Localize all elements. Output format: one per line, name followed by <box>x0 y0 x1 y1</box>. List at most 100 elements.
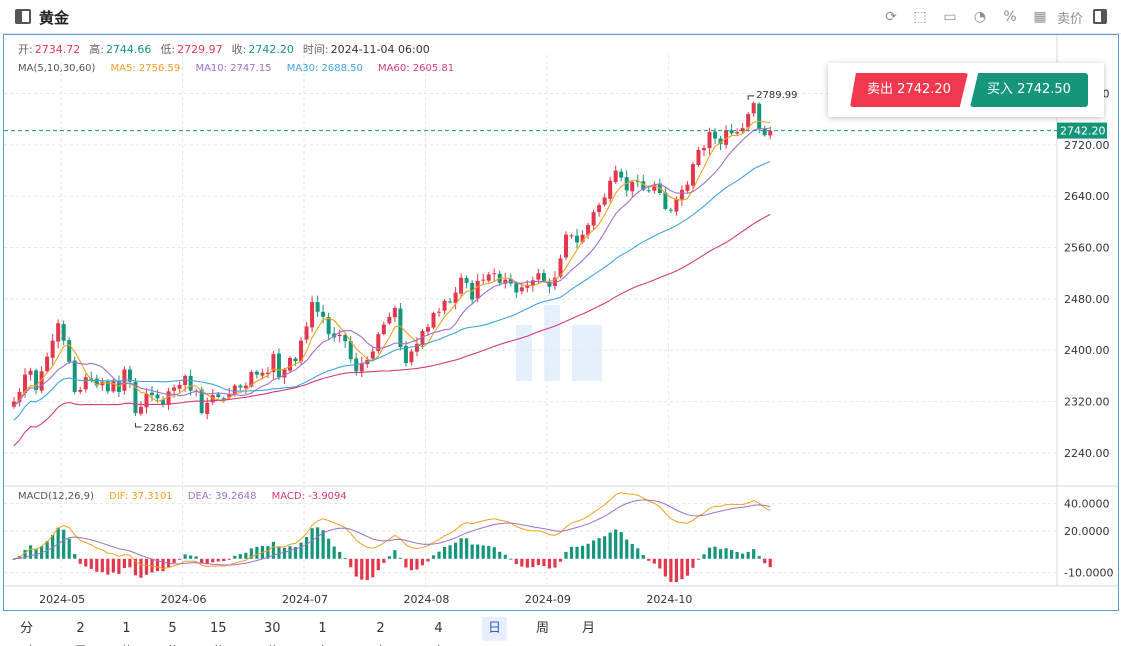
sell-price-toggle[interactable]: 卖价 <box>1057 12 1084 27</box>
macd-bar <box>509 558 513 560</box>
macd-bar <box>266 546 270 559</box>
candle-body <box>762 128 767 136</box>
period-1min[interactable]: 1分 <box>120 621 133 646</box>
macd-bar <box>338 551 342 559</box>
period-2h[interactable]: 2小时 <box>374 621 387 646</box>
period-fenshi[interactable]: 分时 <box>20 621 34 646</box>
percent-icon[interactable]: % <box>1003 9 1017 25</box>
macd-bar <box>492 547 496 559</box>
macd-bar <box>454 542 458 559</box>
low-marker-arrow <box>134 422 142 428</box>
macd-bar <box>111 558 115 573</box>
macd-bar <box>680 558 684 580</box>
candle-body <box>663 192 668 210</box>
low-label: 低: <box>160 43 176 56</box>
macd-bar <box>713 546 717 559</box>
period-monthly[interactable]: 月K <box>582 621 596 646</box>
macd-bar <box>139 558 143 578</box>
candle-body <box>668 209 673 211</box>
candle-body <box>28 370 33 375</box>
candle-body <box>707 132 712 149</box>
candle-body <box>652 184 657 191</box>
chart-frame[interactable]: 2800.002720.002640.002560.002480.002400.… <box>3 34 1119 611</box>
ma5-line <box>13 120 771 407</box>
close-label: 收: <box>231 43 247 56</box>
macd-bar <box>299 542 303 559</box>
macd-bar <box>558 558 563 562</box>
y-tick-label: 2640.00 <box>1064 190 1110 203</box>
candle-body <box>641 181 646 190</box>
low-marker-label: 2286.62 <box>143 423 184 434</box>
candle-body <box>221 398 226 400</box>
buy-button[interactable]: 买入 2742.50 <box>970 73 1088 107</box>
chart-type-icon[interactable]: ▭ <box>943 9 957 25</box>
candle-body <box>39 371 44 391</box>
macd-bar <box>133 558 138 576</box>
macd-bar <box>89 558 93 569</box>
macd-bar <box>227 558 231 560</box>
macd-bar <box>365 558 369 581</box>
candle-body <box>702 148 706 151</box>
macd-bar <box>597 538 601 559</box>
macd-bar <box>575 546 579 559</box>
macd-bar <box>630 543 634 559</box>
candle-body <box>150 392 154 396</box>
refresh-icon[interactable]: ⟳ <box>885 9 897 25</box>
grid-icon[interactable]: ▦ <box>1033 9 1047 25</box>
y-tick-label: 2320.00 <box>1064 396 1110 409</box>
watermark-logo <box>516 325 532 381</box>
macd-bar <box>465 538 469 559</box>
candle-body <box>249 372 254 387</box>
y-tick-label: 2560.00 <box>1064 242 1110 255</box>
macd-bar <box>95 558 99 572</box>
sidebar-toggle-icon[interactable] <box>15 9 31 24</box>
macd-bar <box>608 532 612 559</box>
candle-body <box>321 311 326 317</box>
kline-chart[interactable]: 2800.002720.002640.002560.002480.002400.… <box>4 35 1118 610</box>
macd-bar <box>78 558 82 564</box>
macd-bar <box>603 536 607 559</box>
x-tick-label: 2024-07 <box>282 593 328 606</box>
ma-info: MA(5,10,30,60) MA5: 2756.59 MA10: 2747.1… <box>18 63 456 74</box>
draw-icon[interactable]: ⬚ <box>913 9 927 25</box>
macd-bar <box>183 554 187 559</box>
candle-body <box>448 301 453 303</box>
period-4h[interactable]: 4小时 <box>432 621 445 646</box>
macd-bar <box>106 558 110 575</box>
candle-body <box>646 190 651 192</box>
candle-body <box>530 280 535 286</box>
candle-body <box>89 378 94 380</box>
right-panel-toggle-icon[interactable] <box>1093 9 1107 24</box>
sell-button[interactable]: 卖出 2742.20 <box>850 73 968 107</box>
period-weekly[interactable]: 周K <box>536 621 550 646</box>
macd-bar <box>707 547 712 559</box>
candle-body <box>78 390 83 392</box>
period-30min[interactable]: 30分 <box>264 621 281 646</box>
time-value: 2024-11-04 06:00 <box>330 43 430 56</box>
pie-icon[interactable]: ◔ <box>973 9 987 25</box>
macd-bar <box>238 554 242 559</box>
period-2day[interactable]: 2日 <box>74 621 87 646</box>
period-15min[interactable]: 15分 <box>210 621 227 646</box>
candle-body <box>403 345 408 364</box>
candle-body <box>685 184 690 191</box>
ma60-line <box>13 213 771 447</box>
candle-body <box>481 279 486 281</box>
candle-body <box>679 189 684 200</box>
period-5min[interactable]: 5分 <box>166 621 179 646</box>
candle-body <box>23 374 28 394</box>
macd-bar <box>354 558 358 577</box>
macd-bar <box>282 547 287 559</box>
macd-bar <box>768 558 772 568</box>
candle-body <box>564 234 568 258</box>
macd-bar <box>647 558 651 561</box>
period-1h[interactable]: 1小时 <box>316 621 329 646</box>
candle-body <box>630 182 635 192</box>
candle-body <box>381 324 386 335</box>
period-daily[interactable]: 日K <box>482 617 508 646</box>
macd-bar <box>144 558 149 575</box>
macd-bar <box>718 549 723 559</box>
candle-body <box>243 385 248 389</box>
candle-body <box>45 356 50 372</box>
x-tick-label: 2024-08 <box>403 593 449 606</box>
